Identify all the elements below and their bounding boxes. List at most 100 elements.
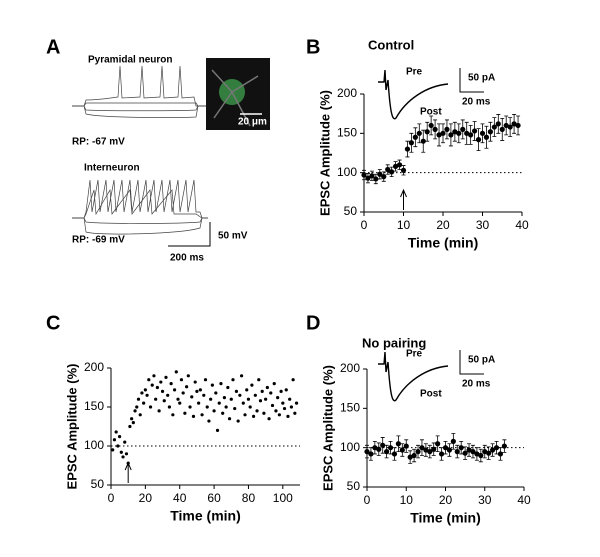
data-point — [183, 411, 187, 415]
data-point — [284, 388, 288, 392]
data-point — [150, 383, 154, 387]
data-point — [462, 450, 468, 456]
data-point — [185, 385, 189, 389]
data-point — [270, 403, 275, 408]
data-point — [174, 370, 178, 374]
data-point — [411, 452, 417, 459]
error-cap — [490, 443, 495, 457]
data-point — [119, 450, 123, 454]
x-tick-label: 20 — [139, 491, 153, 505]
data-point — [428, 122, 434, 129]
x-tick-label: 40 — [517, 493, 531, 507]
data-point — [279, 389, 283, 393]
data-point — [432, 126, 438, 132]
error-cap — [516, 115, 521, 136]
data-point — [229, 397, 233, 401]
data-point — [114, 430, 118, 434]
data-point — [243, 413, 247, 417]
data-point — [293, 411, 297, 415]
y-tick-label: 100 — [337, 165, 357, 179]
inset-trace — [378, 351, 449, 402]
error-cap — [459, 440, 464, 455]
data-point — [135, 405, 139, 409]
data-point — [369, 173, 375, 179]
data-point — [147, 378, 151, 382]
data-point — [167, 405, 172, 409]
data-point — [365, 175, 371, 181]
data-point — [142, 401, 146, 405]
data-point — [267, 417, 271, 421]
data-point — [475, 137, 482, 143]
data-point — [427, 449, 433, 455]
data-point — [262, 411, 266, 415]
data-point — [282, 406, 287, 411]
error-cap — [425, 121, 430, 142]
data-point — [215, 428, 220, 432]
error-cap — [467, 443, 472, 457]
error-cap — [409, 132, 414, 153]
panel-label: C — [46, 312, 60, 334]
error-cap — [478, 448, 483, 463]
data-point — [399, 447, 405, 453]
error-cap — [433, 119, 438, 140]
inset-label: Pre — [406, 67, 423, 78]
error-cap — [429, 115, 434, 136]
data-point — [126, 461, 130, 465]
data-point — [219, 382, 223, 386]
data-point — [431, 446, 437, 452]
data-point — [288, 397, 292, 401]
data-point — [193, 380, 197, 384]
error-cap — [452, 121, 457, 142]
data-point — [265, 385, 269, 390]
data-point — [281, 401, 285, 405]
error-cap — [385, 164, 390, 175]
inset-scale-label: 50 pA — [468, 73, 495, 84]
x-tick-label: 30 — [476, 218, 490, 232]
x-tick-label: 60 — [207, 491, 221, 505]
panel-label: A — [46, 36, 60, 58]
y-tick-label: 50 — [347, 479, 361, 493]
y-tick-label: 100 — [84, 438, 104, 452]
x-axis-label: Time (min) — [410, 510, 481, 526]
data-point — [248, 405, 252, 409]
inset-label: Post — [420, 107, 442, 118]
data-point — [474, 451, 480, 457]
data-point — [155, 385, 159, 390]
data-point — [123, 440, 127, 444]
data-point — [145, 393, 149, 397]
y-tick-label: 50 — [344, 204, 358, 218]
data-point — [515, 122, 521, 129]
data-point — [233, 406, 237, 411]
data-point — [227, 417, 232, 421]
error-cap — [401, 165, 406, 176]
error-cap — [456, 123, 461, 144]
error-cap — [451, 433, 456, 450]
data-point — [162, 399, 166, 403]
error-cap — [365, 173, 370, 184]
error-cap — [369, 170, 374, 181]
trace-label: Pyramidal neuron — [88, 55, 172, 66]
error-cap — [373, 173, 378, 185]
error-cap — [396, 435, 401, 452]
data-point — [435, 441, 441, 447]
data-point — [420, 138, 426, 144]
data-point — [255, 409, 259, 413]
data-point — [264, 397, 268, 401]
data-point — [478, 452, 484, 459]
error-cap — [381, 171, 386, 182]
error-cap — [502, 439, 507, 453]
data-point — [179, 378, 184, 382]
error-cap — [427, 444, 432, 459]
data-point — [460, 126, 466, 132]
error-cap — [412, 448, 417, 463]
data-point — [416, 130, 422, 136]
data-point — [148, 405, 153, 409]
data-point — [252, 414, 256, 418]
data-point — [381, 174, 387, 180]
inset-scale-bar — [459, 350, 484, 375]
data-point — [112, 438, 117, 442]
data-point — [198, 388, 202, 392]
data-point — [130, 417, 134, 421]
x-tick-label: 10 — [400, 493, 414, 507]
error-cap — [416, 444, 421, 459]
